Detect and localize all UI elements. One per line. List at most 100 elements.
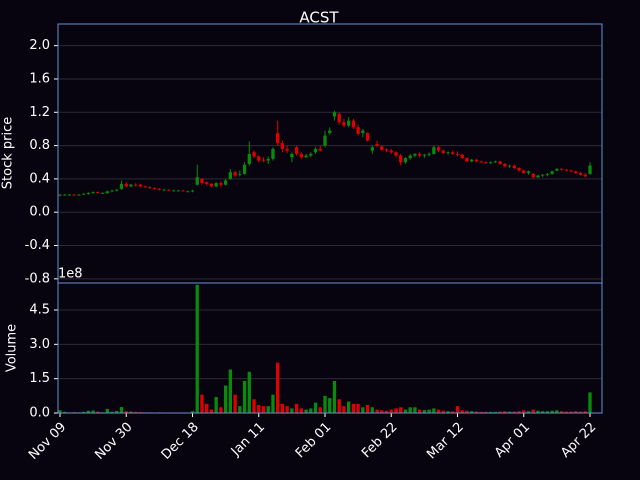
candle-body	[375, 143, 379, 146]
volume-bar	[190, 411, 195, 413]
candle-body	[299, 153, 303, 158]
y-axis-label: Stock price	[1, 117, 16, 189]
candle-body	[536, 175, 540, 178]
volume-bar	[328, 398, 332, 413]
volume-bar	[238, 406, 242, 413]
candle-body	[465, 158, 469, 162]
candle-body	[498, 161, 502, 164]
volume-bar	[266, 406, 270, 413]
candle-body	[370, 147, 374, 151]
candle-body	[417, 153, 422, 156]
candle-body	[328, 130, 332, 134]
volume-bar	[375, 409, 379, 413]
candle-body	[257, 156, 261, 161]
candle-body	[304, 155, 308, 158]
candle-body	[171, 190, 176, 192]
candle-body	[389, 150, 393, 153]
candle-body	[162, 189, 166, 191]
y-tick-label: 0.8	[29, 138, 50, 153]
candle-body	[351, 120, 356, 128]
candle-body	[422, 154, 427, 156]
volume-bar	[451, 411, 455, 413]
volume-bar	[252, 399, 256, 413]
candle-body	[583, 174, 587, 177]
volume-bar	[323, 395, 327, 413]
volume-bar	[294, 403, 299, 413]
candle-body	[228, 172, 233, 179]
candle-body	[233, 172, 237, 176]
volume-bar	[271, 394, 275, 413]
volume-bar	[337, 399, 341, 413]
volume-bar	[455, 406, 460, 413]
volume-bar	[408, 407, 412, 413]
volume-bar	[384, 410, 389, 413]
candle-body	[574, 171, 578, 174]
candle-body	[238, 173, 242, 175]
candle-body	[403, 158, 408, 163]
volume-bar	[403, 409, 408, 413]
volume-bar	[91, 410, 95, 413]
candle-body	[455, 153, 460, 155]
y2-tick-label: 1.5	[29, 371, 50, 386]
candle-body	[517, 168, 521, 171]
volume-bar	[365, 404, 370, 413]
volume-bar	[356, 403, 360, 413]
candle-body	[148, 187, 152, 189]
volume-bar	[380, 410, 384, 413]
volume-bar	[484, 411, 488, 413]
volume-bar	[290, 408, 294, 413]
volume-bar	[209, 409, 214, 413]
volume-bar	[432, 408, 436, 413]
candle-body	[110, 190, 114, 192]
volume-bar	[441, 410, 445, 413]
candle-body	[479, 161, 483, 163]
volume-bar	[318, 407, 322, 413]
y2-axis-label: Volume	[5, 324, 20, 372]
candle-body	[100, 193, 105, 194]
candle-body	[219, 183, 223, 185]
candle-body	[242, 164, 247, 174]
volume-bar	[522, 410, 526, 413]
candle-body	[63, 194, 67, 196]
candle-body	[512, 165, 516, 169]
candle-body	[427, 153, 431, 155]
candle-body	[507, 165, 512, 167]
candle-body	[545, 173, 550, 175]
candle-body	[223, 180, 228, 185]
candle-body	[413, 153, 417, 156]
volume-bar	[309, 408, 313, 413]
candle-body	[380, 146, 384, 150]
candle-body	[559, 168, 564, 170]
volume-bar	[214, 396, 218, 413]
volume-bar	[555, 410, 559, 413]
candle-body	[356, 127, 360, 134]
candle-body	[186, 191, 190, 193]
candle-body	[522, 170, 526, 174]
candle-body	[484, 162, 488, 164]
volume-bar	[119, 407, 124, 413]
volume-bar	[299, 408, 303, 413]
volume-bar	[96, 411, 100, 413]
volume-bar	[223, 385, 228, 413]
candle-body	[105, 191, 109, 194]
candle-body	[394, 152, 398, 156]
volume-bar	[200, 394, 204, 413]
candle-body	[181, 190, 185, 192]
candle-body	[72, 194, 76, 196]
volume-bar	[347, 401, 351, 413]
candle-body	[280, 143, 285, 149]
volume-bar	[588, 392, 592, 413]
volume-bar	[342, 406, 346, 413]
volume-bar	[427, 409, 431, 413]
candle-body	[531, 173, 535, 178]
volume-bar	[498, 411, 502, 413]
volume-bar	[257, 404, 261, 413]
volume-bar	[370, 407, 374, 413]
candle-body	[276, 133, 280, 144]
candle-body	[309, 153, 313, 156]
volume-bar	[474, 411, 479, 413]
volume-bar	[564, 411, 568, 413]
candle-body	[503, 163, 507, 167]
candle-body	[318, 148, 322, 151]
volume-bar	[422, 410, 427, 413]
